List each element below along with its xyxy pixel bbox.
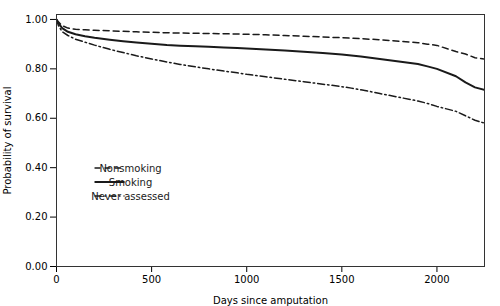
- svg-text:0.40: 0.40: [25, 162, 47, 173]
- svg-text:500: 500: [142, 274, 161, 285]
- svg-text:Smoking: Smoking: [109, 177, 152, 188]
- svg-text:1500: 1500: [329, 274, 354, 285]
- svg-text:0.80: 0.80: [25, 63, 47, 74]
- svg-text:0.20: 0.20: [25, 211, 47, 222]
- svg-text:Probability of survival: Probability of survival: [2, 86, 13, 194]
- svg-text:Days since amputation: Days since amputation: [213, 295, 328, 306]
- svg-text:Never assessed: Never assessed: [91, 191, 170, 202]
- svg-text:1.00: 1.00: [25, 14, 47, 25]
- svg-text:0.60: 0.60: [25, 112, 47, 123]
- svg-text:1000: 1000: [234, 274, 259, 285]
- svg-text:0: 0: [53, 274, 59, 285]
- svg-text:Nonsmoking: Nonsmoking: [99, 163, 161, 174]
- svg-text:0.00: 0.00: [25, 261, 47, 272]
- svg-text:2000: 2000: [424, 274, 449, 285]
